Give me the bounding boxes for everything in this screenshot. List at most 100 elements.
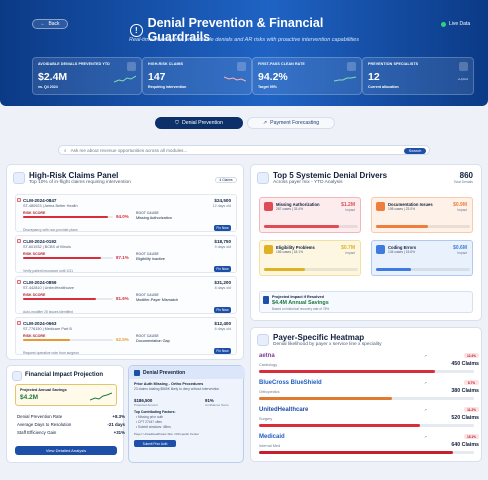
- kpi-card-first-pass-rate: FIRST-PASS CLEAN RATE 94.2% Target 95%: [252, 57, 362, 95]
- fix-now-button[interactable]: Fix Now: [214, 266, 231, 272]
- total-denials-label: Total Denials: [453, 180, 473, 184]
- risk-score-bar: [23, 216, 113, 219]
- shield-icon: ⛉: [175, 119, 179, 126]
- warning-icon: [237, 62, 246, 71]
- dollar-icon: [263, 296, 269, 304]
- drivers-panel: Top 5 Systemic Denial Drivers Across pay…: [250, 164, 482, 321]
- denial-driver-card[interactable]: Missing Authorization 287 cases | 33.4% $1…: [259, 197, 361, 233]
- heatmap-row[interactable]: Medicaid Internal Med ↗ 15.1% 640 Claims: [259, 434, 481, 456]
- alert-circle-icon: !: [130, 23, 143, 37]
- tab-payment-forecasting[interactable]: ↗ Payment Forecasting: [247, 117, 335, 129]
- driver-share-bar: [264, 268, 358, 271]
- chart-icon: [12, 371, 22, 381]
- live-indicator: Live Data: [441, 21, 470, 27]
- risk-score-bar: [23, 339, 113, 342]
- trend-up-icon: ↗: [262, 120, 268, 126]
- heatmap-row[interactable]: aetna Cardiology ↗ 12.4% 450 Claims: [259, 353, 481, 375]
- alert-icon: [17, 280, 21, 284]
- driver-icon: [376, 245, 385, 254]
- kpi-card-prevention-specialists: PREVENTION SPECIALISTS 12 Current alloca…: [362, 57, 474, 95]
- total-denials-value: 860: [459, 171, 473, 180]
- view-analysis-button[interactable]: View Detailed Analysis: [15, 446, 117, 455]
- denial-likelihood-bar: [259, 451, 474, 454]
- heatmap-row[interactable]: BlueCross BlueShield Orthopedics ↗ 8.7% 380 …: [259, 380, 481, 402]
- check-icon: [347, 62, 356, 71]
- claims-filter-select[interactable]: 4 Claims: [215, 177, 237, 183]
- page-title-group: ! Denial Prevention & Financial Guardrai…: [130, 16, 380, 44]
- live-dot-icon: [441, 21, 446, 27]
- denial-detail-panel: Denial Prevention Prior Auth Missing - O…: [128, 365, 245, 463]
- driver-share-bar: [264, 225, 358, 228]
- projection-box: Projected Impact if Resolved $4.4M Annua…: [259, 291, 473, 313]
- search-bar: ⌕ Ask me about revenue opportunities acr…: [58, 145, 430, 155]
- trend-up-icon: ↗: [424, 435, 428, 439]
- denial-likelihood-bar: [259, 370, 474, 373]
- view-tabs: ⛉ Denial Prevention ↗ Payment Forecastin…: [155, 117, 335, 129]
- grid-icon: [257, 334, 269, 346]
- denial-likelihood-bar: [259, 424, 474, 427]
- sparkline-icon: [90, 392, 112, 401]
- shield-icon: [127, 62, 136, 71]
- denial-driver-card[interactable]: Documentation Issues 198 cases | 23.0% $0.…: [371, 197, 473, 233]
- financial-panel-title: Financial Impact Projection: [25, 372, 104, 378]
- hero-header: ← Back ! Denial Prevention & Financial G…: [0, 0, 488, 106]
- page-subtitle: Real-time visibility into preventable de…: [129, 37, 359, 43]
- trend-up-icon: ↗: [424, 354, 428, 358]
- driver-icon: [376, 202, 385, 211]
- fix-now-button[interactable]: Fix Now: [214, 348, 231, 354]
- sparkline-icon: [224, 76, 246, 82]
- factor-item: • CPT 27447 often: [136, 420, 163, 424]
- bar-chart-icon: [257, 172, 269, 184]
- financial-row: Average Days to Resolution -21 days: [17, 422, 125, 427]
- risk-score-bar: [23, 298, 113, 301]
- fix-now-button[interactable]: Fix Now: [214, 307, 231, 313]
- financial-row: Denial Prevention Rate +8.3%: [17, 414, 125, 419]
- search-button[interactable]: Search: [404, 147, 426, 154]
- search-input[interactable]: Ask me about revenue opportunities acros…: [70, 147, 188, 153]
- heatmap-row[interactable]: UnitedHealthcare Surgery ↗ 11.2% 520 Claims: [259, 407, 481, 429]
- shield-icon: [134, 370, 140, 376]
- claims-panel-subtitle: Top 10% of in-flight claims requiring in…: [29, 180, 131, 185]
- page-title: Denial Prevention & Financial Guardrails: [147, 16, 324, 44]
- submit-prior-auth-button[interactable]: Submit Prior Auth: [134, 440, 176, 447]
- alert-icon: [17, 321, 21, 325]
- claim-card[interactable]: CLM-2024-0663 ST-776150 | Medicare Part B…: [15, 317, 237, 355]
- fix-now-button[interactable]: Fix Now: [214, 225, 231, 231]
- denial-likelihood-bar: [259, 397, 474, 400]
- back-button[interactable]: ← Back: [32, 19, 68, 29]
- driver-icon: [264, 202, 273, 211]
- arrow-left-icon: ←: [40, 21, 46, 27]
- risk-score-bar: [23, 257, 113, 260]
- payer-logo: UnitedHealthcare: [259, 407, 309, 413]
- claim-card[interactable]: CLM-2024-0847 ST-480923 | Aetna Better He…: [15, 194, 237, 232]
- denial-driver-card[interactable]: Coding Errors 134 cases | 15.6% $0.6M Impac…: [371, 240, 473, 276]
- drivers-panel-subtitle: Across payer mix - YTD Analysis: [273, 180, 343, 185]
- factor-item: • Missing prior auth: [136, 415, 164, 419]
- sparkline-icon: [114, 75, 136, 83]
- heatmap-panel: Payer-Specific Heatmap Denial likelihood…: [250, 327, 482, 462]
- users-icon: [459, 62, 468, 71]
- kpi-card-avoidable-denials: AVOIDABLE DENIALS PREVENTED YTD $2.4M vs…: [32, 57, 142, 95]
- denial-driver-card[interactable]: Eligibility Problems 156 cases | 18.1% $0.…: [259, 240, 361, 276]
- claim-card[interactable]: CLM-2024-0859 ST-442810 | UnitedHealthcar…: [15, 276, 237, 314]
- financial-panel: Financial Impact Projection Projected An…: [6, 365, 125, 463]
- claim-card[interactable]: CLM-2024-0192 ST-601932 | BCBS of Illinoi…: [15, 235, 237, 273]
- driver-share-bar: [376, 225, 470, 228]
- heatmap-panel-subtitle: Denial likelihood by payer x service lin…: [273, 342, 382, 347]
- driver-share-bar: [376, 268, 470, 271]
- payer-logo: BlueCross BlueShield: [259, 380, 322, 386]
- claims-panel: High-Risk Claims Panel Top 10% of in-fli…: [6, 164, 244, 360]
- payer-logo: Medicaid: [259, 434, 285, 440]
- tab-denial-prevention[interactable]: ⛉ Denial Prevention: [155, 117, 243, 129]
- search-icon: ⌕: [64, 147, 67, 153]
- trend-up-icon: ↗: [424, 408, 428, 412]
- clipboard-icon: [13, 172, 25, 184]
- heatmap-panel-title: Payer-Specific Heatmap: [273, 333, 365, 342]
- drivers-panel-title: Top 5 Systemic Denial Drivers: [273, 171, 388, 180]
- claims-panel-title: High-Risk Claims Panel: [29, 171, 119, 180]
- factor-item: • Submit windows: 48hrs: [136, 425, 171, 429]
- alert-icon: [17, 239, 21, 243]
- alert-icon: [17, 198, 21, 202]
- kpi-card-high-risk-claims: HIGH-RISK CLAIMS 147 Requiring intervent…: [142, 57, 252, 95]
- payer-logo: aetna: [259, 353, 275, 359]
